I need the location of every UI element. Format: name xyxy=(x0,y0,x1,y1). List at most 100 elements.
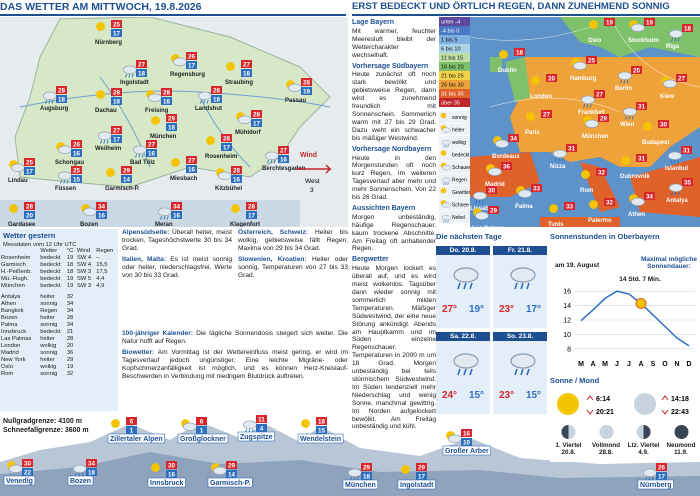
legend-symbol: Regen xyxy=(452,178,467,184)
min-temp: 15 xyxy=(73,176,81,183)
column-header: °C xyxy=(66,248,74,254)
day-card: Do. 20.8. 27° 19° xyxy=(436,246,490,328)
station-name: Lissabon xyxy=(470,206,497,212)
station-name: Bordeaux xyxy=(492,154,520,160)
day-icon xyxy=(453,267,479,290)
max-temp-box xyxy=(486,186,497,194)
weather-icon xyxy=(171,158,180,167)
station-name: London xyxy=(530,94,552,100)
min-temp: 16 xyxy=(188,166,196,173)
min-temp-box xyxy=(24,167,35,175)
rain xyxy=(457,368,473,376)
cell: London xyxy=(1,343,21,349)
min-temp-box xyxy=(96,211,107,219)
sun xyxy=(589,200,598,209)
max-temp: 35 xyxy=(684,179,692,186)
weather-icon xyxy=(580,95,595,108)
max-temp-box xyxy=(111,126,122,134)
wind-direction: West xyxy=(305,178,320,185)
station-name: Regensburg xyxy=(170,72,205,78)
table-row: Las Palmas heiter 28 xyxy=(0,336,118,343)
min-temp: 17 xyxy=(113,136,121,143)
name-frame xyxy=(297,433,344,444)
station-name: Madrid xyxy=(485,182,505,188)
forecast-column: Lage Bayern Mit warmer, feuchter Meereslu… xyxy=(352,17,436,434)
table-row: Bangkok Regen 34 xyxy=(0,308,118,315)
cell: New York xyxy=(1,357,26,363)
weather-icon xyxy=(440,162,451,171)
min-temp: 16 xyxy=(168,471,176,478)
station-name: Nizza xyxy=(550,164,566,170)
max-temp: 26 xyxy=(73,141,81,148)
weather-icon xyxy=(583,116,599,128)
max-temp: 29 xyxy=(490,207,498,214)
cloud xyxy=(510,267,536,283)
max-temp-box xyxy=(564,202,575,210)
max-temp-box xyxy=(126,417,137,425)
max-temp-box xyxy=(111,88,122,96)
station-name: Bad Tölz xyxy=(130,160,155,166)
min-temp-box xyxy=(246,211,257,219)
table-row: Garmisch bedeckt 18 SW 4 15,5 xyxy=(0,262,118,269)
cell: 17,5 xyxy=(96,269,108,275)
legend-swatch xyxy=(439,35,470,44)
x-tick-label: D xyxy=(686,361,691,368)
station-name: Paris xyxy=(525,130,540,136)
cloud xyxy=(630,23,645,32)
name-frame xyxy=(147,477,186,488)
cell: wolkig xyxy=(40,343,57,349)
max-temp-box xyxy=(658,120,669,128)
cloud xyxy=(347,468,362,477)
min-temp-box xyxy=(86,468,97,476)
min-temp-box xyxy=(161,97,172,105)
x-tick-label: O xyxy=(662,361,668,368)
table-row: Rom sonnig 32 xyxy=(0,371,118,378)
phase-icon xyxy=(636,425,651,439)
max-temp-box xyxy=(508,134,519,142)
station-name: Innsbruck xyxy=(150,480,184,487)
cell: 19 xyxy=(66,255,74,261)
station-name: Riga xyxy=(666,44,680,50)
max-temp: 26 xyxy=(658,464,666,471)
sun xyxy=(301,419,310,428)
day-icon xyxy=(453,353,479,376)
station-name: Athen xyxy=(628,212,645,218)
station-name: Miesbach xyxy=(170,176,198,182)
min-temp: 16 xyxy=(173,212,181,219)
cell: Athen xyxy=(1,301,17,307)
legend-swatch xyxy=(439,62,470,71)
cell: Rosenheim xyxy=(1,255,31,261)
cloud xyxy=(197,91,212,100)
cell: 34 xyxy=(66,308,74,314)
max-temp: 27 xyxy=(678,75,686,82)
region: Slowenien, Kroatien: Heiter oder sonnig,… xyxy=(238,256,348,280)
min-temp-box xyxy=(256,424,267,432)
weather-icon xyxy=(446,431,462,443)
min-temp: 17 xyxy=(26,168,34,175)
max-temp: 34 xyxy=(510,135,518,142)
max-temp: 34 xyxy=(173,203,181,210)
max-temp-box xyxy=(531,184,542,192)
max-temp: 29 xyxy=(123,167,131,174)
y-tick-label: 8 xyxy=(567,346,571,353)
snow-line: Schneefallgrenze: 3600 m xyxy=(3,427,89,434)
table-row: Antalya heiter 32 xyxy=(0,294,118,301)
max-temp: 30 xyxy=(488,187,496,194)
rain xyxy=(457,282,473,290)
cell: heiter xyxy=(40,294,55,300)
cloud xyxy=(487,167,502,176)
min-temp: 17 xyxy=(658,473,666,480)
station-name: Kitzbühel xyxy=(215,186,242,192)
cell: H.-Peißenb. xyxy=(1,269,32,275)
max-temp: 33 xyxy=(566,203,574,210)
forecast-heading: Vorhersage Nordbayern xyxy=(352,145,432,153)
station-name: Dubrovnik xyxy=(620,174,650,180)
max-temp-box xyxy=(226,461,237,469)
y-tick-label: 14 xyxy=(563,303,571,310)
forecast-text: Heute Morgen lockert es überall auf, und… xyxy=(352,265,436,431)
forecast-heading: Vorhersage Südbayern xyxy=(352,62,429,70)
station-name: Passau xyxy=(285,98,306,104)
cell: bedeckt xyxy=(40,269,61,275)
cell: Bangkok xyxy=(1,308,24,314)
min-temp: 16 xyxy=(148,150,156,157)
